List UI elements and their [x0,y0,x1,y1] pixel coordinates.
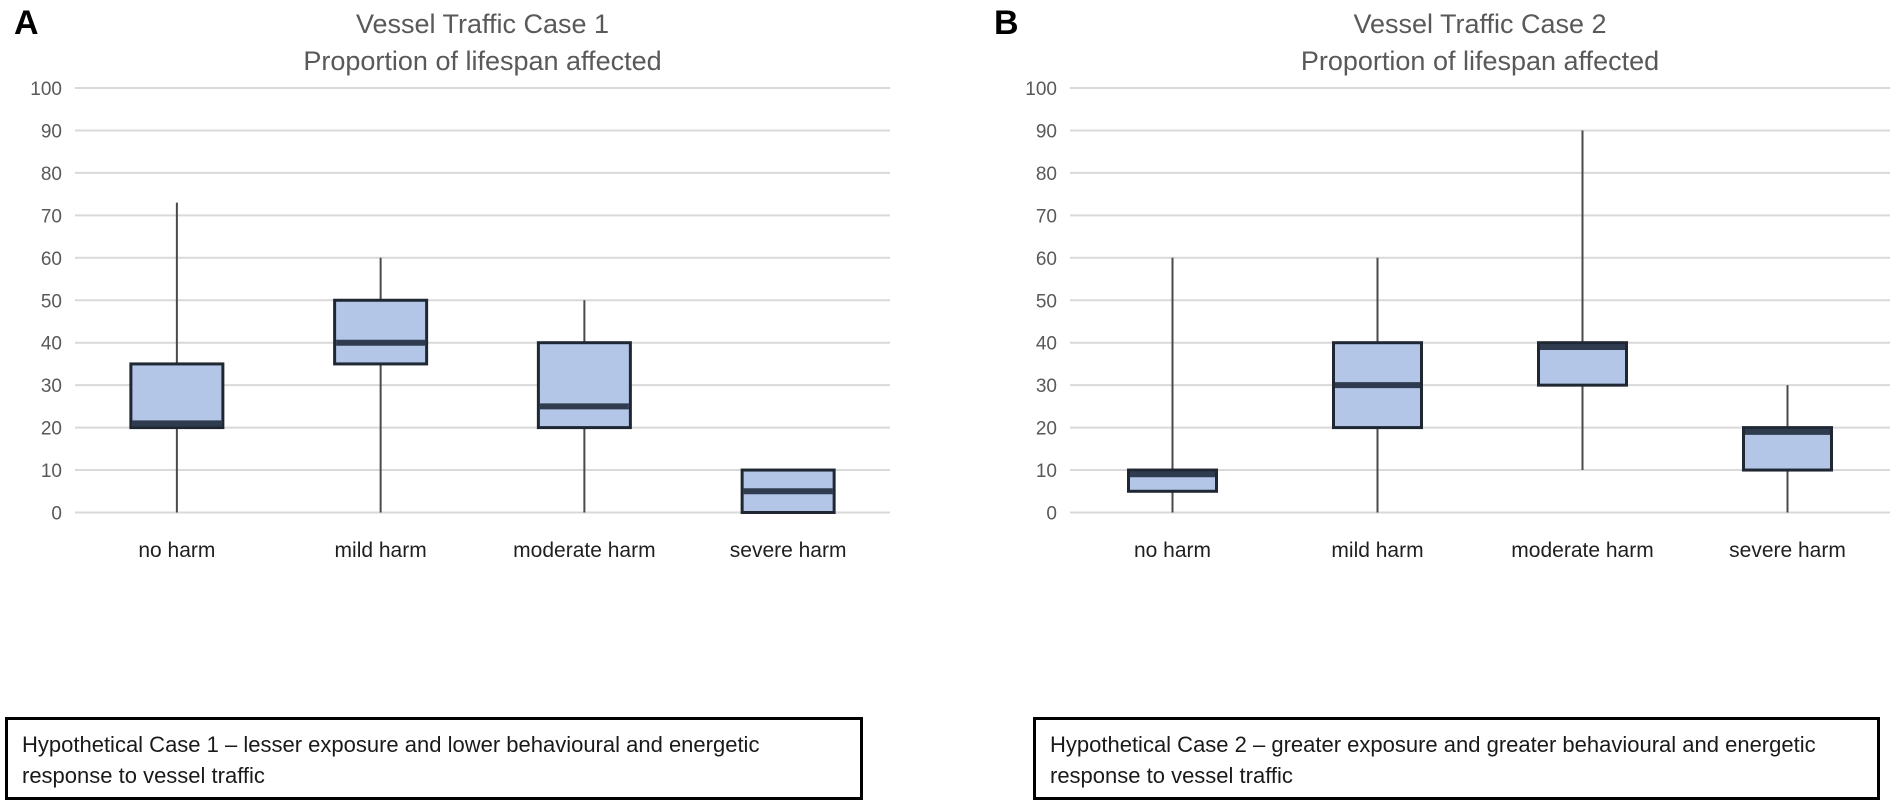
y-tick-label: 40 [41,334,62,355]
caption-case-1: Hypothetical Case 1 – lesser exposure an… [5,717,863,800]
y-tick-label: 100 [1025,79,1057,100]
category-label: no harm [138,539,215,562]
iqr-box [129,362,225,430]
category-label: moderate harm [1511,539,1653,562]
y-tick-label: 60 [41,249,62,270]
caption-text-case-2: Hypothetical Case 2 – greater exposure a… [1050,732,1816,788]
iqr-box [333,298,429,366]
y-tick-label: 60 [1036,249,1057,270]
boxplot-canvas-case-1: 0 10 20 30 40 50 60 70 80 90 100 no harm mild harm mo… [30,79,890,562]
y-tick-label: 30 [1036,376,1057,397]
y-tick-label: 0 [51,504,62,525]
caption-text-case-1: Hypothetical Case 1 – lesser exposure an… [22,732,760,788]
y-tick-label: 80 [1036,164,1057,185]
category-label: moderate harm [513,539,655,562]
y-tick-label: 70 [41,206,62,227]
chart-title-line-1: Vessel Traffic Case 1 [355,9,610,39]
chart-title-case-2: Vessel Traffic Case 2 Proportion of life… [1070,6,1890,80]
y-tick-label: 10 [41,461,62,482]
y-tick-label: 30 [41,376,62,397]
y-tick-label: 0 [1046,504,1057,525]
y-tick-label: 100 [30,79,62,100]
category-label: mild harm [335,539,427,562]
y-tick-label: 20 [41,419,62,440]
y-tick-label: 90 [1036,121,1057,142]
y-tick-label: 50 [1036,291,1057,312]
y-tick-label: 70 [1036,206,1057,227]
chart-title-line-1: Vessel Traffic Case 2 [1353,9,1607,39]
boxplot-canvas-case-2: 0 10 20 30 40 50 60 70 80 90 100 no harm mild harm mo… [1025,79,1890,562]
y-tick-label: 50 [41,291,62,312]
iqr-box [536,341,632,430]
y-tick-label: 10 [1036,461,1057,482]
category-label: no harm [1134,539,1211,562]
category-label: severe harm [1729,539,1846,562]
panel-case-2: B Vessel Traffic Case 2 Proportion of li… [947,0,1894,809]
y-tick-label: 80 [41,164,62,185]
y-tick-label: 20 [1036,419,1057,440]
chart-title-line-2: Proportion of lifespan affected [303,46,662,76]
category-label: mild harm [1331,539,1423,562]
y-tick-label: 40 [1036,334,1057,355]
y-tick-label: 90 [41,121,62,142]
category-label: severe harm [730,539,847,562]
panel-letter-b: B [994,4,1019,42]
panel-case-1: A Vessel Traffic Case 1 Proportion of li… [5,4,890,800]
panel-letter-a: A [14,4,39,42]
caption-case-2: Hypothetical Case 2 – greater exposure a… [1033,717,1880,800]
chart-title-case-1: Vessel Traffic Case 1 Proportion of life… [75,6,890,80]
chart-title-line-2: Proportion of lifespan affected [1300,46,1660,76]
